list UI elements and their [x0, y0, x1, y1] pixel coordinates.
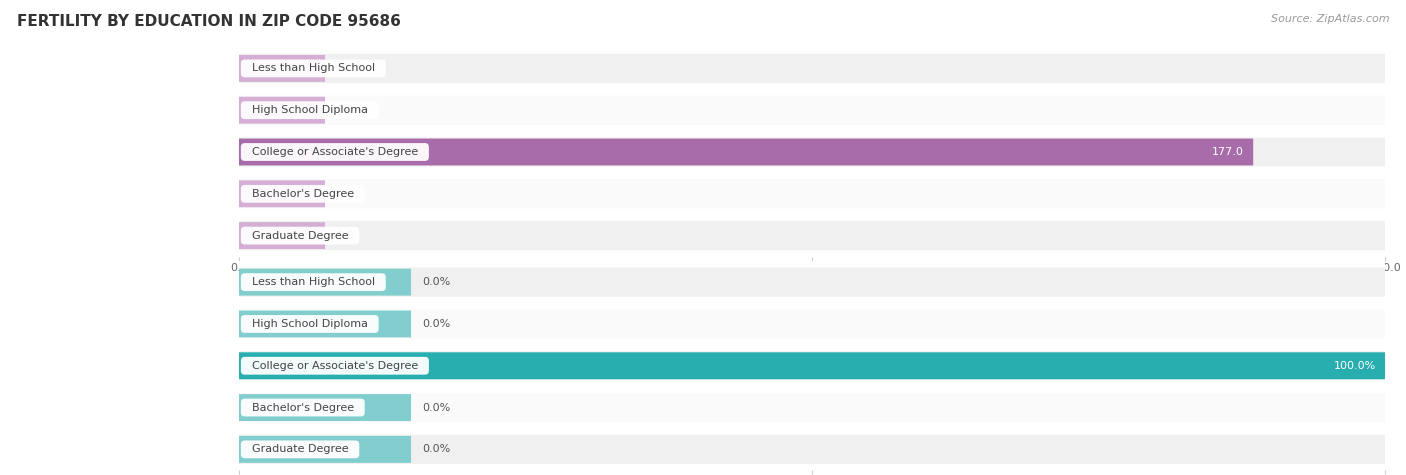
Text: High School Diploma: High School Diploma: [245, 319, 375, 329]
Text: College or Associate's Degree: College or Associate's Degree: [245, 147, 425, 157]
Text: Bachelor's Degree: Bachelor's Degree: [245, 189, 361, 199]
FancyBboxPatch shape: [239, 351, 1385, 380]
Text: 0.0: 0.0: [336, 189, 354, 199]
FancyBboxPatch shape: [239, 311, 411, 337]
Text: 0.0%: 0.0%: [422, 319, 450, 329]
FancyBboxPatch shape: [239, 436, 411, 463]
FancyBboxPatch shape: [239, 180, 325, 207]
Text: 0.0%: 0.0%: [422, 402, 450, 413]
FancyBboxPatch shape: [239, 54, 1385, 83]
FancyBboxPatch shape: [239, 139, 1253, 165]
Text: Bachelor's Degree: Bachelor's Degree: [245, 402, 361, 413]
FancyBboxPatch shape: [239, 222, 325, 249]
Text: 0.0: 0.0: [336, 63, 354, 74]
FancyBboxPatch shape: [239, 269, 411, 295]
Text: Less than High School: Less than High School: [245, 63, 382, 74]
FancyBboxPatch shape: [239, 179, 1385, 209]
FancyBboxPatch shape: [239, 394, 411, 421]
Text: 100.0%: 100.0%: [1333, 361, 1375, 371]
Text: 0.0%: 0.0%: [422, 444, 450, 455]
FancyBboxPatch shape: [239, 267, 1385, 297]
Text: 177.0: 177.0: [1212, 147, 1244, 157]
Text: 0.0%: 0.0%: [422, 277, 450, 287]
FancyBboxPatch shape: [239, 435, 1385, 464]
Text: Graduate Degree: Graduate Degree: [245, 230, 356, 241]
Text: 0.0: 0.0: [336, 105, 354, 115]
Text: Source: ZipAtlas.com: Source: ZipAtlas.com: [1271, 14, 1389, 24]
FancyBboxPatch shape: [239, 97, 325, 124]
FancyBboxPatch shape: [239, 352, 1385, 379]
FancyBboxPatch shape: [239, 309, 1385, 339]
FancyBboxPatch shape: [239, 95, 1385, 125]
FancyBboxPatch shape: [239, 221, 1385, 250]
FancyBboxPatch shape: [239, 137, 1385, 167]
Text: High School Diploma: High School Diploma: [245, 105, 375, 115]
Text: Less than High School: Less than High School: [245, 277, 382, 287]
Text: 0.0: 0.0: [336, 230, 354, 241]
Text: FERTILITY BY EDUCATION IN ZIP CODE 95686: FERTILITY BY EDUCATION IN ZIP CODE 95686: [17, 14, 401, 29]
Text: College or Associate's Degree: College or Associate's Degree: [245, 361, 425, 371]
FancyBboxPatch shape: [239, 55, 325, 82]
FancyBboxPatch shape: [239, 393, 1385, 422]
Text: Graduate Degree: Graduate Degree: [245, 444, 356, 455]
